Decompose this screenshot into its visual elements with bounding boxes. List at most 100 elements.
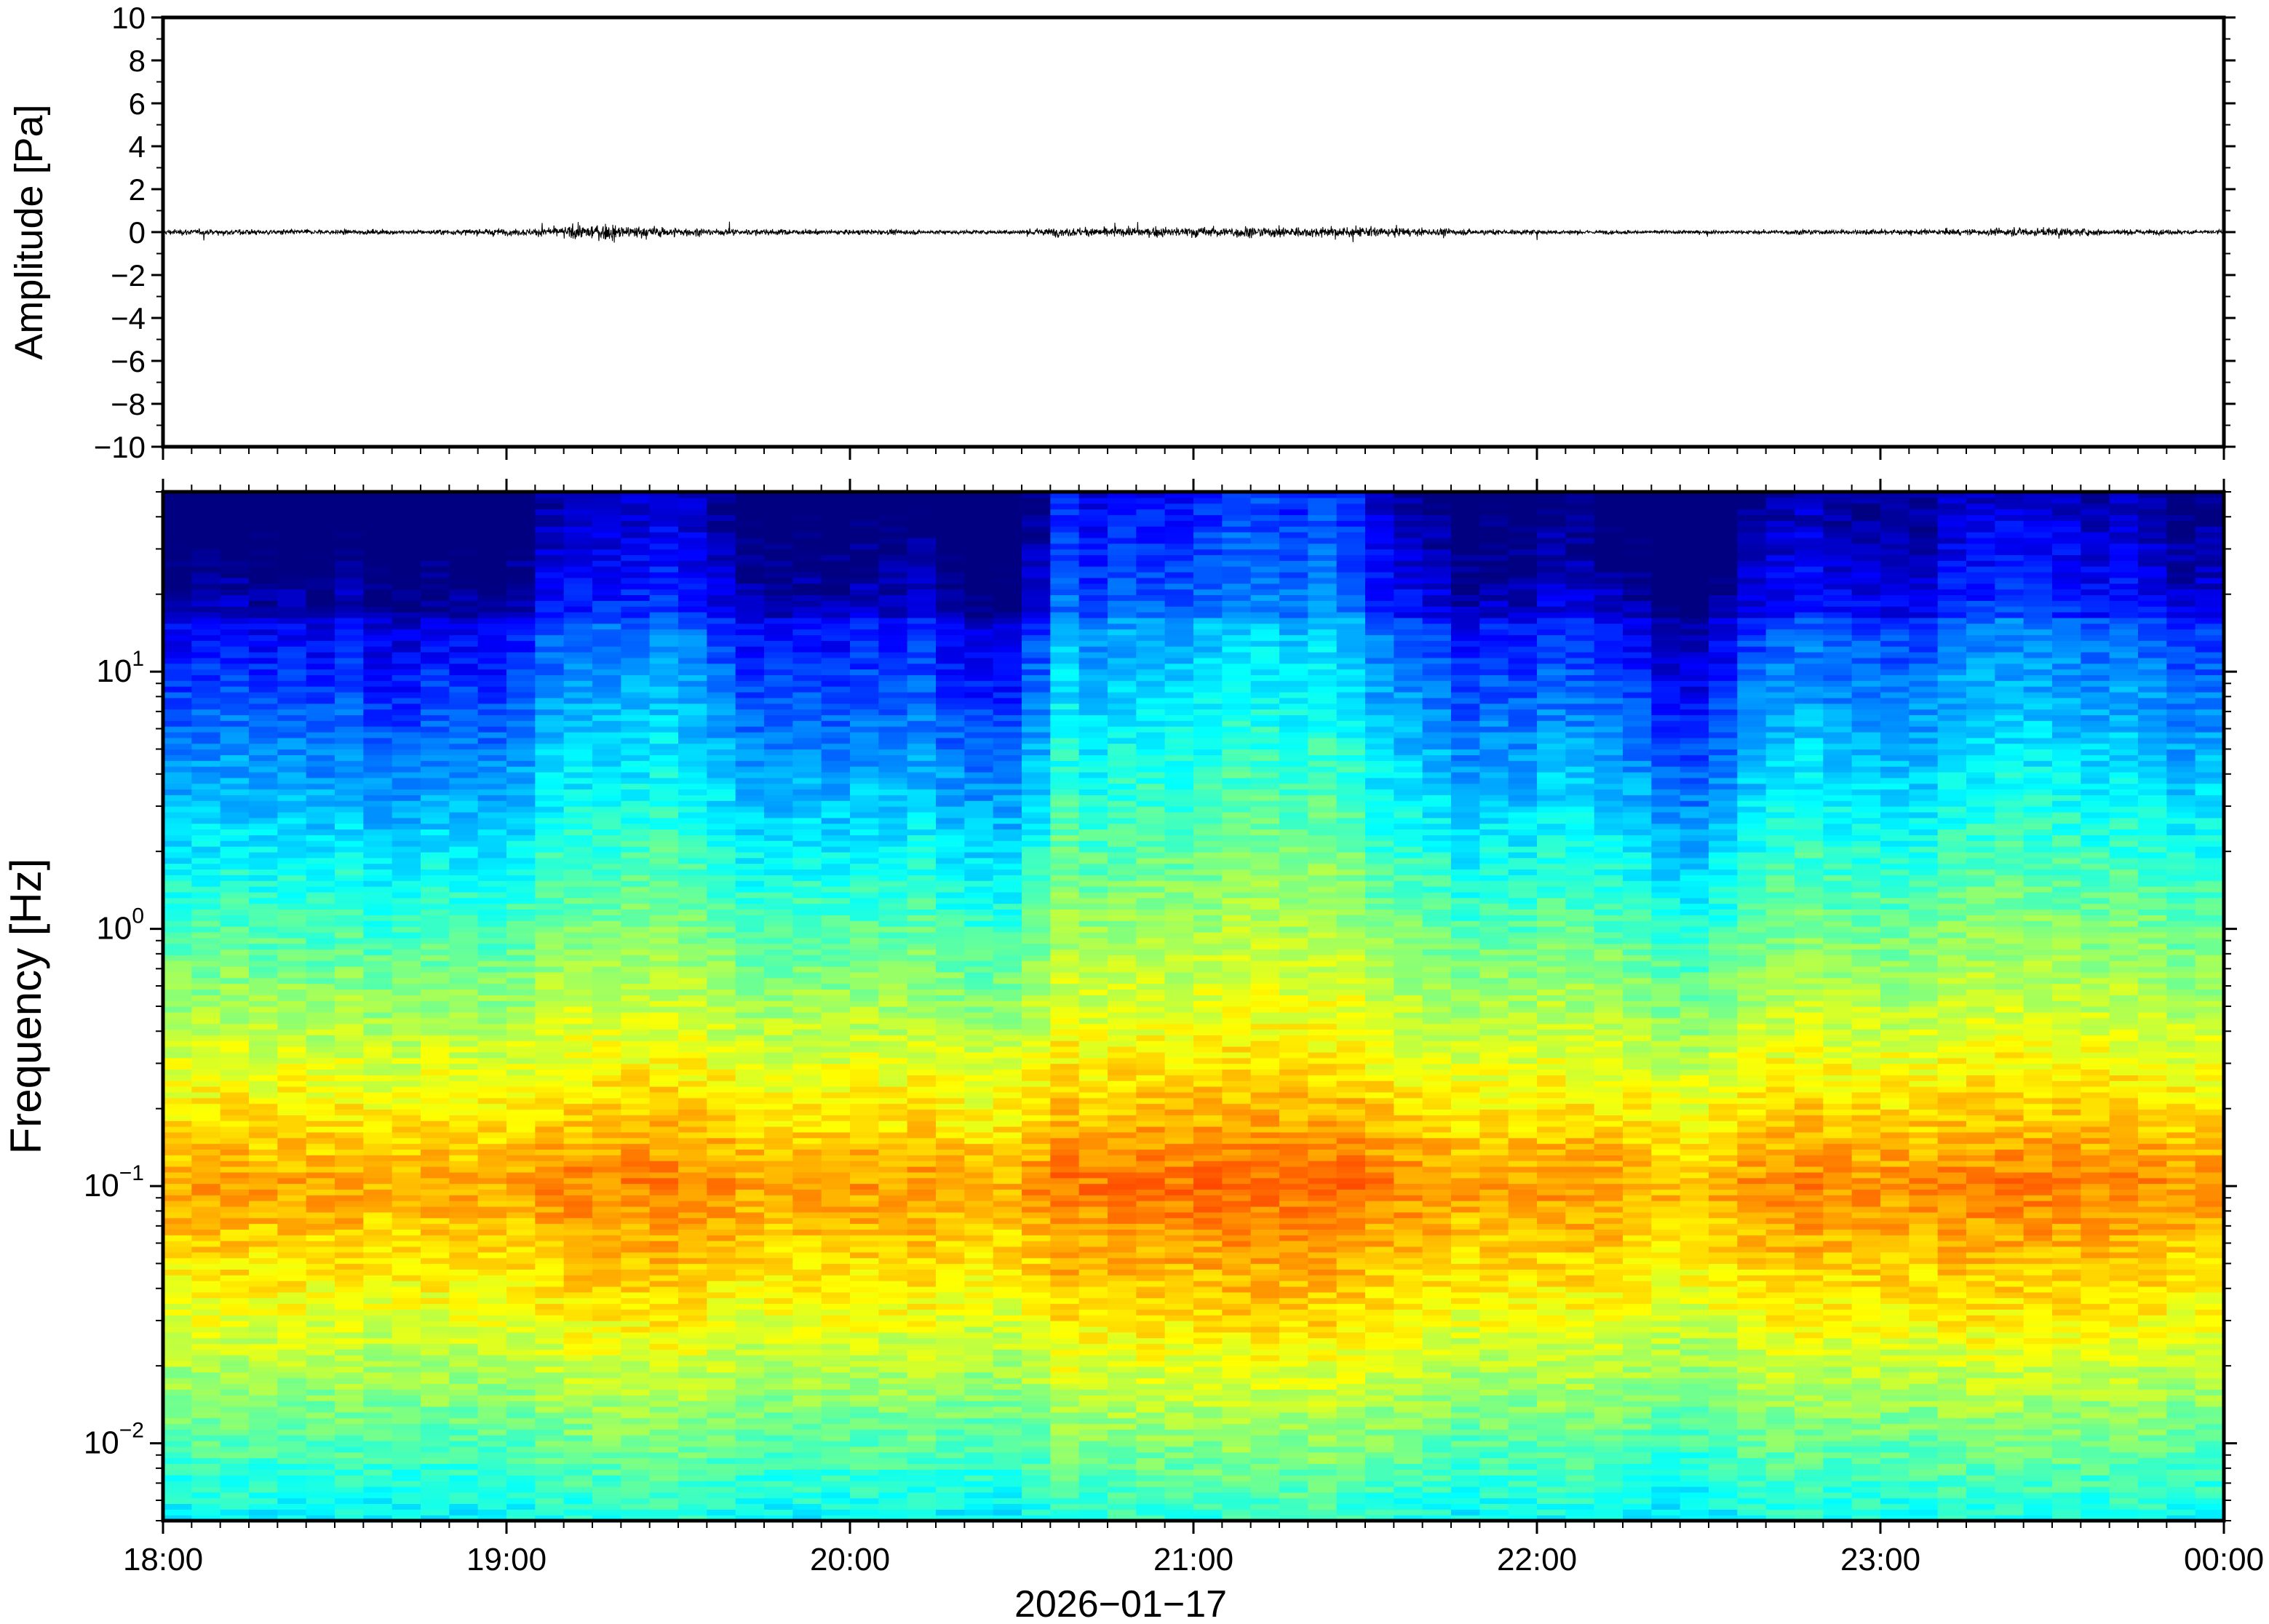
spectrogram-cell [821, 920, 851, 927]
spectrogram-cell [191, 875, 221, 881]
spectrogram-cell [592, 1326, 621, 1333]
spectrogram-cell [191, 777, 221, 784]
spectrogram-cell [220, 1481, 250, 1487]
spectrogram-cell [249, 1457, 278, 1465]
spectrogram-cell [850, 811, 879, 819]
spectrogram-cell [335, 663, 364, 670]
spectrogram-cell [649, 1275, 679, 1281]
spectrogram-cell [592, 715, 621, 721]
spectrogram-cell [535, 537, 565, 544]
spectrogram-cell [621, 629, 651, 635]
spectrogram-cell [707, 611, 736, 618]
spectrogram-cell [220, 1395, 250, 1401]
spectrogram-cell [477, 880, 507, 887]
spectrogram-cell [821, 606, 851, 613]
spectrogram-cell [592, 611, 621, 618]
spectrogram-cell [277, 811, 307, 819]
spectrogram-cell [392, 1155, 421, 1161]
spectrogram-cell [592, 1349, 621, 1356]
spectrogram-cell [535, 1229, 565, 1235]
spectrogram-cell [477, 1006, 507, 1013]
spectrogram-cell [792, 1149, 822, 1155]
spectrogram-cell [592, 1303, 621, 1310]
spectrogram-cell [449, 1486, 479, 1493]
spectrogram-cell [878, 1429, 908, 1436]
spectrogram-cell [249, 823, 278, 830]
spectrogram-cell [277, 537, 307, 544]
spectrogram-cell [707, 1017, 736, 1024]
spectrogram-cell [878, 1309, 908, 1315]
spectrogram-cell [649, 1475, 679, 1481]
spectrogram-cell [163, 789, 192, 795]
spectrogram-cell [477, 1046, 507, 1053]
spectrogram-cell [449, 783, 479, 790]
spectrogram-cell [220, 1211, 250, 1219]
spectrogram-cell [191, 1389, 221, 1396]
spectrogram-cell [821, 1223, 851, 1230]
spectrogram-cell [220, 1372, 250, 1379]
spectrogram-cell [449, 1006, 479, 1013]
spectrogram-cell [191, 1097, 221, 1104]
spectrogram-cell [449, 531, 479, 538]
spectrogram-cell [335, 1383, 364, 1390]
spectrogram-cell [363, 1281, 393, 1287]
spectrogram-cell [592, 920, 621, 927]
spectrogram-cell [306, 1303, 335, 1310]
spectrogram-cell [649, 680, 679, 687]
spectrogram-cell [449, 731, 479, 739]
spectrogram-cell [792, 977, 822, 984]
spectrogram-cell [707, 1372, 736, 1379]
spectrogram-cell [220, 909, 250, 915]
spectrogram-cell [535, 589, 565, 595]
spectrogram-cell [477, 497, 507, 504]
spectrogram-cell [850, 1189, 879, 1195]
spectrogram-cell [707, 949, 736, 955]
spectrogram-cell [163, 1155, 192, 1161]
spectrogram-cell [363, 526, 393, 533]
spectrogram-cell [477, 697, 507, 704]
spectrogram-cell [335, 1251, 364, 1259]
spectrogram-cell [306, 1166, 335, 1173]
spectrogram-cell [306, 669, 335, 675]
spectrogram-cell [535, 1475, 565, 1481]
spectrogram-cell [621, 1086, 651, 1093]
spectrogram-cell [535, 1423, 565, 1430]
spectrogram-cell [506, 880, 536, 887]
spectrogram-cell [821, 937, 851, 944]
spectrogram-cell [363, 1383, 393, 1390]
spectrogram-cell [907, 1121, 937, 1127]
spectrogram-cell [621, 1017, 651, 1024]
spectrogram-cell [592, 1006, 621, 1013]
spectrogram-cell [678, 960, 707, 967]
spectrogram-cell [792, 823, 822, 830]
spectrogram-cell [535, 651, 565, 658]
spectrogram-cell [363, 1263, 393, 1270]
spectrogram-cell [649, 1051, 679, 1059]
spectrogram-cell [535, 617, 565, 624]
spectrogram-cell [907, 1195, 937, 1201]
spectrogram-cell [649, 509, 679, 516]
spectrogram-cell [506, 1275, 536, 1281]
spectrogram-cell [821, 1211, 851, 1219]
spectrogram-cell [306, 1463, 335, 1470]
spectrogram-cell [392, 795, 421, 801]
spectrogram-cell [220, 869, 250, 875]
spectrogram-cell [707, 955, 736, 961]
spectrogram-cell [449, 1211, 479, 1219]
spectrogram-cell [792, 1121, 822, 1127]
spectrogram-cell [792, 1417, 822, 1425]
spectrogram-cell [392, 875, 421, 881]
spectrogram-cell [764, 755, 793, 761]
spectrogram-cell [392, 1029, 421, 1035]
spectrogram-cell [220, 526, 250, 533]
spectrogram-cell [335, 1423, 364, 1430]
spectrogram-cell [506, 1332, 536, 1339]
spectrogram-cell [335, 537, 364, 544]
spectrogram-cell [563, 960, 593, 967]
spectrogram-cell [907, 1446, 937, 1453]
spectrogram-cell [277, 629, 307, 635]
spectrogram-cell [335, 943, 364, 950]
spectrogram-cell [335, 640, 364, 647]
spectrogram-cell [592, 1412, 621, 1419]
spectrogram-cell [821, 1412, 851, 1419]
